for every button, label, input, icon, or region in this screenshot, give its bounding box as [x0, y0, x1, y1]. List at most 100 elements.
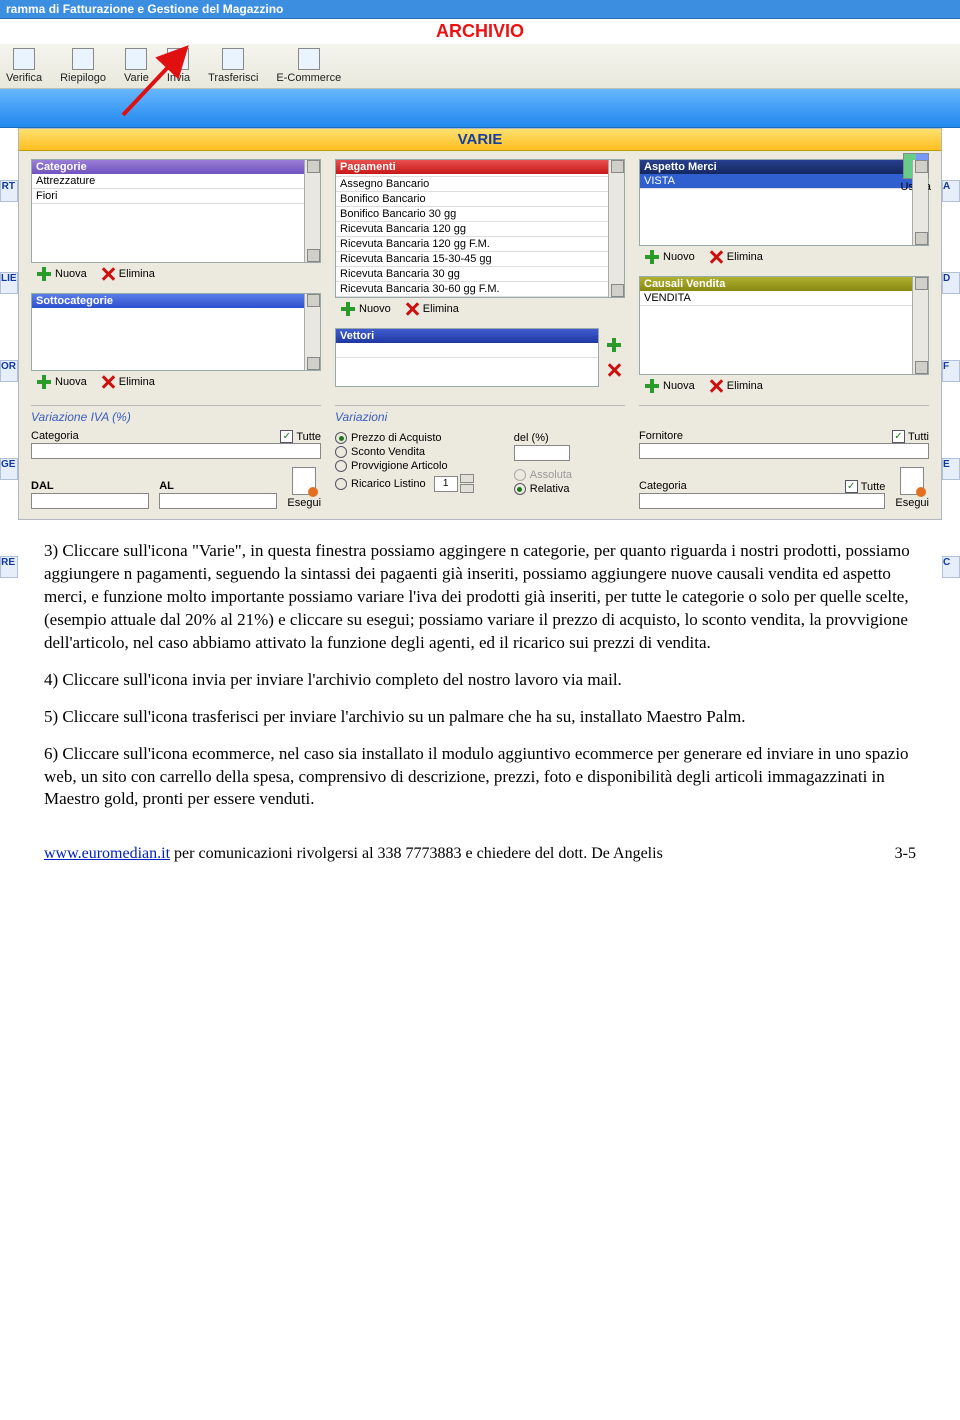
- aspetto-elimina-button[interactable]: Elimina: [709, 250, 763, 264]
- sottocategorie-header: Sottocategorie: [32, 294, 304, 308]
- toolbar-invia[interactable]: Invia: [167, 48, 190, 84]
- fornitore-input[interactable]: [639, 443, 929, 459]
- fornitore-label: Fornitore: [639, 430, 683, 442]
- scrollbar[interactable]: [304, 160, 320, 262]
- right-edge-fragments: A D F E C: [942, 128, 960, 520]
- toolbar-varie[interactable]: Varie: [124, 48, 149, 84]
- pagamenti-panel: Pagamenti Assegno Bancario Bonifico Banc…: [335, 159, 625, 298]
- right-filters-box: Fornitore ✓Tutti Categoria ✓Tutte Esegui: [639, 405, 929, 509]
- list-icon: [72, 48, 94, 70]
- plus-icon: [645, 379, 659, 393]
- categoria-label: Categoria: [31, 430, 79, 442]
- document-body: 3) Cliccare sull'icona "Varie", in quest…: [0, 520, 960, 837]
- aspetto-nuovo-button[interactable]: Nuovo: [645, 250, 695, 264]
- list-item[interactable]: Bonifico Bancario 30 gg: [336, 207, 608, 222]
- sottocategorie-panel: Sottocategorie: [31, 293, 321, 371]
- variazione-iva-box: Variazione IVA (%) Categoria ✓Tutte DAL …: [31, 405, 321, 509]
- al-input[interactable]: [159, 493, 277, 509]
- categorie-panel: Categorie Attrezzature Fiori: [31, 159, 321, 263]
- dal-input[interactable]: [31, 493, 149, 509]
- categoria2-label: Categoria: [639, 480, 687, 492]
- causali-nuova-button[interactable]: Nuova: [645, 379, 695, 393]
- doc-para-3: 3) Cliccare sull'icona "Varie", in quest…: [44, 540, 916, 655]
- list-item[interactable]: Fiori: [32, 189, 304, 204]
- sottocategorie-list[interactable]: [32, 308, 304, 370]
- main-toolbar: Verifica Riepilogo Varie Invia Trasferis…: [0, 44, 960, 89]
- pagamenti-nuovo-button[interactable]: Nuovo: [341, 302, 391, 316]
- aspetto-header: Aspetto Merci: [640, 160, 912, 174]
- radio-assoluta: Assoluta: [514, 469, 625, 481]
- list-item[interactable]: Ricevuta Bancaria 15-30-45 gg: [336, 252, 608, 267]
- scrollbar[interactable]: [304, 294, 320, 370]
- plus-icon: [341, 302, 355, 316]
- causali-list[interactable]: VENDITA: [640, 291, 912, 374]
- pagamenti-list[interactable]: Assegno Bancario Bonifico Bancario Bonif…: [336, 174, 608, 297]
- categoria-input[interactable]: [31, 443, 321, 459]
- sottocategorie-nuova-button[interactable]: Nuova: [37, 375, 87, 389]
- al-label: AL: [159, 480, 277, 492]
- vettori-panel: Vettori: [335, 328, 599, 387]
- radio-sconto-vendita[interactable]: Sconto Vendita: [335, 446, 502, 458]
- vettori-add-button[interactable]: [607, 338, 621, 352]
- app-screenshot: ramma di Fatturazione e Gestione del Mag…: [0, 0, 960, 520]
- categorie-elimina-button[interactable]: Elimina: [101, 267, 155, 281]
- radio-provvigione[interactable]: Provvigione Articolo: [335, 460, 502, 472]
- tutte-checkbox[interactable]: ✓Tutte: [280, 430, 321, 443]
- cross-icon: [405, 302, 419, 316]
- page-footer: www.euromedian.it per comunicazioni rivo…: [0, 837, 960, 875]
- list-item[interactable]: VENDITA: [640, 291, 912, 306]
- del-label: del (%): [514, 432, 625, 444]
- scrollbar[interactable]: [912, 277, 928, 374]
- vettori-list[interactable]: [336, 343, 598, 386]
- doc-para-6: 6) Cliccare sull'icona ecommerce, nel ca…: [44, 743, 916, 812]
- radio-ricarico[interactable]: Ricarico Listino 1: [335, 474, 502, 493]
- plus-icon: [645, 250, 659, 264]
- document-run-icon: [900, 467, 924, 495]
- list-item[interactable]: Ricevuta Bancaria 30-60 gg F.M.: [336, 282, 608, 297]
- scrollbar[interactable]: [608, 160, 624, 297]
- list-item[interactable]: Ricevuta Bancaria 120 gg: [336, 222, 608, 237]
- pagamenti-elimina-button[interactable]: Elimina: [405, 302, 459, 316]
- aspetto-panel: Aspetto Merci VISTA: [639, 159, 929, 246]
- toolbar-riepilogo[interactable]: Riepilogo: [60, 48, 106, 84]
- categoria2-input[interactable]: [639, 493, 885, 509]
- doc-para-4: 4) Cliccare sull'icona invia per inviare…: [44, 669, 916, 692]
- radio-relativa[interactable]: Relativa: [514, 483, 625, 495]
- list-item[interactable]: Attrezzature: [32, 174, 304, 189]
- toolbar-trasferisci[interactable]: Trasferisci: [208, 48, 258, 84]
- variazioni-esegui-button[interactable]: Esegui: [895, 467, 929, 509]
- toolbar-ecommerce[interactable]: E-Commerce: [276, 48, 341, 84]
- send-icon: [167, 48, 189, 70]
- list-item[interactable]: Ricevuta Bancaria 30 gg: [336, 267, 608, 282]
- list-item[interactable]: Ricevuta Bancaria 120 gg F.M.: [336, 237, 608, 252]
- causali-elimina-button[interactable]: Elimina: [709, 379, 763, 393]
- vettori-header: Vettori: [336, 329, 598, 343]
- left-edge-fragments: RT LIE OR GE RE: [0, 128, 18, 520]
- iva-esegui-button[interactable]: Esegui: [287, 467, 321, 509]
- varie-window: VARIE Uscita Categorie Attrezzature: [18, 128, 942, 520]
- tutti-checkbox[interactable]: ✓Tutti: [892, 430, 929, 443]
- list-item[interactable]: Bonifico Bancario: [336, 192, 608, 207]
- categorie-list[interactable]: Attrezzature Fiori: [32, 174, 304, 262]
- transfer-icon: [222, 48, 244, 70]
- plus-icon: [37, 267, 51, 281]
- footer-link[interactable]: www.euromedian.it: [44, 845, 170, 862]
- vettori-delete-button[interactable]: [607, 363, 621, 377]
- list-item[interactable]: [336, 343, 598, 358]
- categorie-nuova-button[interactable]: Nuova: [37, 267, 87, 281]
- list-item[interactable]: Assegno Bancario: [336, 177, 608, 192]
- cross-icon: [101, 267, 115, 281]
- scrollbar[interactable]: [912, 160, 928, 245]
- cross-icon: [709, 379, 723, 393]
- pagamenti-header: Pagamenti: [336, 160, 608, 174]
- toolbar-verifica[interactable]: Verifica: [6, 48, 42, 84]
- del-input[interactable]: [514, 445, 570, 461]
- radio-prezzo-acquisto[interactable]: Prezzo di Acquisto: [335, 432, 502, 444]
- categorie-header: Categorie: [32, 160, 304, 174]
- doc-para-5: 5) Cliccare sull'icona trasferisci per i…: [44, 706, 916, 729]
- list-item[interactable]: VISTA: [640, 174, 912, 189]
- sottocategorie-elimina-button[interactable]: Elimina: [101, 375, 155, 389]
- tutte2-checkbox[interactable]: ✓Tutte: [845, 480, 886, 493]
- ricarico-spinner[interactable]: 1: [434, 474, 474, 493]
- aspetto-list[interactable]: VISTA: [640, 174, 912, 245]
